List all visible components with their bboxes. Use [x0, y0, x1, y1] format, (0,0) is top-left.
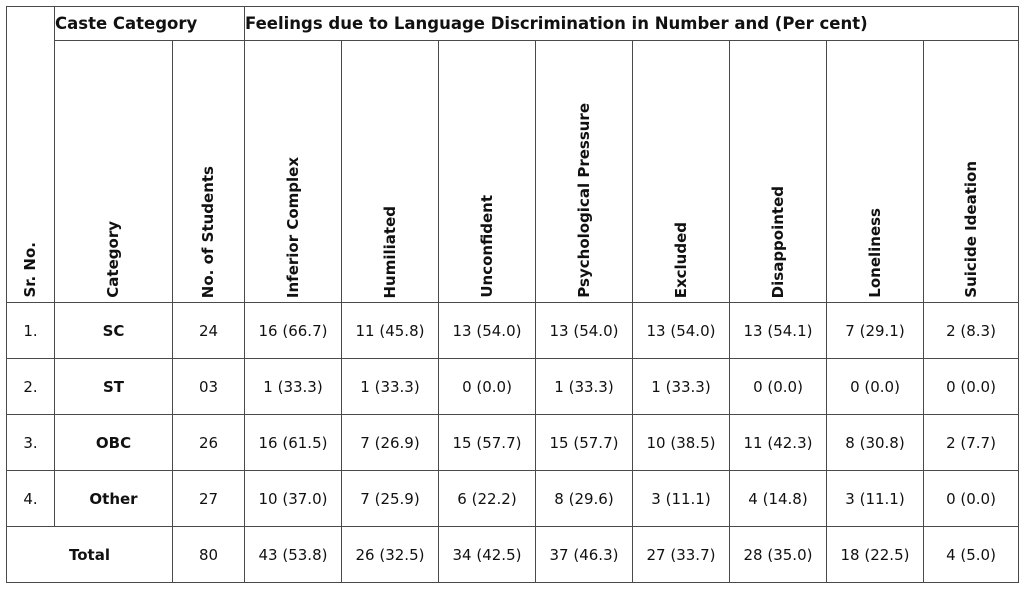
value-cell: 4 (5.0) — [922, 526, 1020, 583]
column-header-row: Category No. of Students Inferior Comple… — [7, 40, 1020, 303]
unconfident-header-label: Unconfident — [477, 195, 496, 298]
suicide-ideation-header-label: Suicide Ideation — [961, 161, 980, 298]
suicide-ideation-header: Suicide Ideation — [922, 40, 1020, 303]
value-cell: 37 (46.3) — [535, 526, 633, 583]
value-cell: 8 (29.6) — [535, 470, 633, 527]
students-header-label: No. of Students — [199, 165, 217, 298]
sr-no-cell: 3. — [6, 414, 55, 471]
value-cell: 1 (33.3) — [244, 358, 342, 415]
value-cell: 3 (11.1) — [826, 470, 924, 527]
value-cell: 13 (54.0) — [632, 302, 730, 359]
value-cell: 15 (57.7) — [535, 414, 633, 471]
value-cell: 0 (0.0) — [826, 358, 924, 415]
table-row-sc: 1. SC 24 16 (66.7) 11 (45.8) 13 (54.0) 1… — [6, 302, 1020, 359]
psychological-pressure-header-label: Psychological Pressure — [574, 103, 593, 298]
value-cell: 8 (30.8) — [826, 414, 924, 471]
value-cell: 0 (0.0) — [922, 358, 1020, 415]
data-table: Sr. No. Caste Category Feelings due to L… — [6, 6, 1020, 583]
value-cell: 13 (54.0) — [438, 302, 536, 359]
table-row-st: 2. ST 03 1 (33.3) 1 (33.3) 0 (0.0) 1 (33… — [6, 358, 1020, 415]
value-cell: 10 (38.5) — [632, 414, 730, 471]
sr-no-header: Sr. No. — [6, 6, 55, 303]
value-cell: 27 (33.7) — [632, 526, 730, 583]
category-cell: OBC — [54, 414, 173, 471]
excluded-header-label: Excluded — [671, 221, 690, 298]
students-header: No. of Students — [172, 40, 245, 303]
value-cell: 26 (32.5) — [341, 526, 439, 583]
disappointed-header-label: Disappointed — [768, 185, 787, 298]
value-cell: 0 (0.0) — [438, 358, 536, 415]
students-cell: 03 — [172, 358, 245, 415]
table-row-total: Total 80 43 (53.8) 26 (32.5) 34 (42.5) 3… — [6, 526, 1020, 583]
humiliated-header: Humiliated — [341, 40, 439, 303]
table-row-other: 4. Other 27 10 (37.0) 7 (25.9) 6 (22.2) … — [6, 470, 1020, 527]
psychological-pressure-header: Psychological Pressure — [535, 40, 633, 303]
value-cell: 15 (57.7) — [438, 414, 536, 471]
value-cell: 2 (8.3) — [922, 302, 1020, 359]
category-header-label: Category — [104, 221, 122, 298]
value-cell: 2 (7.7) — [922, 414, 1020, 471]
students-cell: 26 — [172, 414, 245, 471]
value-cell: 13 (54.1) — [729, 302, 827, 359]
group-header-row: Sr. No. Caste Category Feelings due to L… — [6, 6, 1020, 303]
value-cell: 10 (37.0) — [244, 470, 342, 527]
students-cell: 27 — [172, 470, 245, 527]
value-cell: 34 (42.5) — [438, 526, 536, 583]
value-cell: 0 (0.0) — [922, 470, 1020, 527]
sr-no-cell: 2. — [6, 358, 55, 415]
humiliated-header-label: Humiliated — [380, 205, 399, 299]
category-cell: ST — [54, 358, 173, 415]
table-row-obc: 3. OBC 26 16 (61.5) 7 (26.9) 15 (57.7) 1… — [6, 414, 1020, 471]
value-cell: 11 (45.8) — [341, 302, 439, 359]
value-cell: 16 (61.5) — [244, 414, 342, 471]
value-cell: 1 (33.3) — [632, 358, 730, 415]
value-cell: 1 (33.3) — [341, 358, 439, 415]
value-cell: 16 (66.7) — [244, 302, 342, 359]
value-cell: 7 (26.9) — [341, 414, 439, 471]
value-cell: 0 (0.0) — [729, 358, 827, 415]
value-cell: 6 (22.2) — [438, 470, 536, 527]
disappointed-header: Disappointed — [729, 40, 827, 303]
unconfident-header: Unconfident — [438, 40, 536, 303]
value-cell: 28 (35.0) — [729, 526, 827, 583]
value-cell: 18 (22.5) — [826, 526, 924, 583]
feelings-header: Feelings due to Language Discrimination … — [243, 6, 1020, 41]
students-cell: 80 — [172, 526, 245, 583]
category-cell: SC — [54, 302, 173, 359]
inferior-complex-header-label: Inferior Complex — [283, 156, 302, 298]
value-cell: 7 (29.1) — [826, 302, 924, 359]
value-cell: 43 (53.8) — [244, 526, 342, 583]
loneliness-header-label: Loneliness — [865, 208, 884, 298]
total-label-cell: Total — [6, 526, 173, 583]
value-cell: 11 (42.3) — [729, 414, 827, 471]
sr-no-cell: 1. — [6, 302, 55, 359]
students-cell: 24 — [172, 302, 245, 359]
caste-category-header: Caste Category — [54, 6, 245, 41]
inferior-complex-header: Inferior Complex — [244, 40, 342, 303]
value-cell: 13 (54.0) — [535, 302, 633, 359]
value-cell: 3 (11.1) — [632, 470, 730, 527]
category-header: Category — [54, 40, 173, 303]
excluded-header: Excluded — [632, 40, 730, 303]
value-cell: 1 (33.3) — [535, 358, 633, 415]
value-cell: 4 (14.8) — [729, 470, 827, 527]
sr-no-cell: 4. — [6, 470, 55, 527]
sr-no-header-label: Sr. No. — [21, 242, 39, 298]
loneliness-header: Loneliness — [826, 40, 924, 303]
category-cell: Other — [54, 470, 173, 527]
value-cell: 7 (25.9) — [341, 470, 439, 527]
